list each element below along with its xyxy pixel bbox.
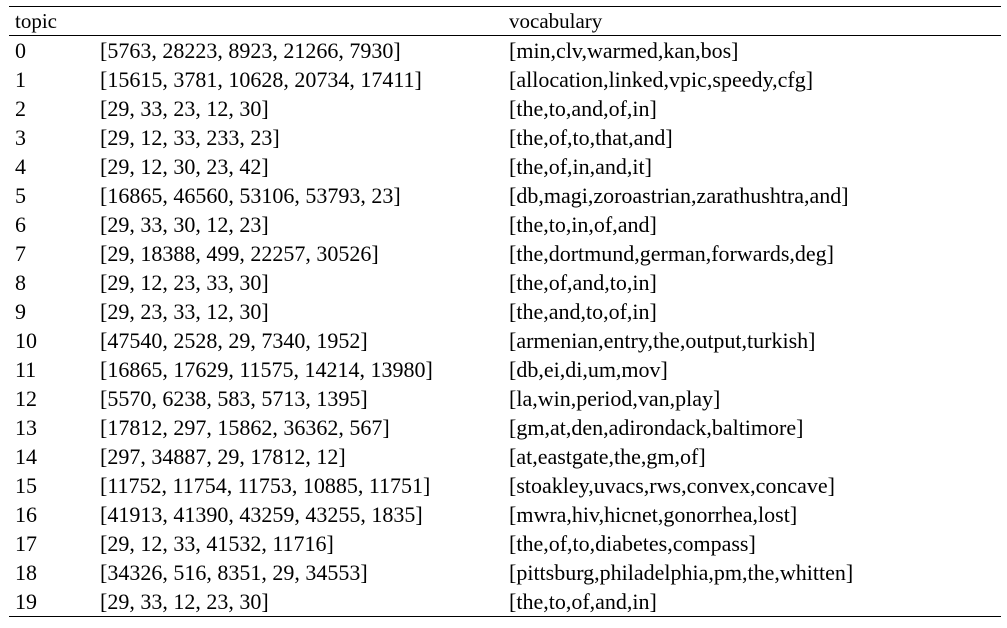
cell-vocabulary: [min,clv,warmed,kan,bos] — [509, 37, 739, 63]
cell-vocabulary: [at,eastgate,the,gm,of] — [509, 443, 706, 469]
cell-ids: [34326, 516, 8351, 29, 34553] — [100, 559, 368, 585]
cell-topic: 2 — [15, 95, 26, 121]
cell-topic: 17 — [15, 530, 37, 556]
cell-vocabulary: [the,of,and,to,in] — [509, 269, 657, 295]
cell-vocabulary: [the,dortmund,german,forwards,deg] — [509, 240, 835, 266]
cell-topic: 11 — [15, 356, 37, 382]
cell-vocabulary: [the,to,in,of,and] — [509, 211, 657, 237]
cell-vocabulary: [armenian,entry,the,output,turkish] — [509, 327, 816, 353]
cell-topic: 1 — [15, 66, 26, 92]
cell-topic: 4 — [15, 153, 26, 179]
table-row: 2 [29, 33, 23, 12, 30] [the,to,and,of,in] — [9, 94, 1001, 123]
cell-ids: [16865, 46560, 53106, 53793, 23] — [100, 182, 401, 208]
cell-topic: 19 — [15, 588, 37, 614]
table-row: 14 [297, 34887, 29, 17812, 12] [at,eastgat… — [9, 442, 1001, 471]
cell-ids: [5570, 6238, 583, 5713, 1395] — [100, 385, 368, 411]
cell-ids: [29, 23, 33, 12, 30] — [100, 298, 269, 324]
cell-ids: [29, 12, 23, 33, 30] — [100, 269, 269, 295]
cell-vocabulary: [the,of,in,and,it] — [509, 153, 652, 179]
cell-topic: 14 — [15, 443, 37, 469]
cell-vocabulary: [the,of,to,that,and] — [509, 124, 673, 150]
table-row: 15 [11752, 11754, 11753, 10885, 11751] [st… — [9, 471, 1001, 500]
cell-ids: [15615, 3781, 10628, 20734, 17411] — [100, 66, 422, 92]
cell-vocabulary: [stoakley,uvacs,rws,convex,concave] — [509, 472, 835, 498]
cell-vocabulary: [pittsburg,philadelphia,pm,the,whitten] — [509, 559, 854, 585]
cell-topic: 6 — [15, 211, 26, 237]
table-row: 10 [47540, 2528, 29, 7340, 1952] [armenian… — [9, 326, 1001, 355]
header-ids — [94, 7, 503, 36]
cell-ids: [29, 12, 33, 233, 23] — [100, 124, 280, 150]
table-row: 7 [29, 18388, 499, 22257, 30526] [the,dort… — [9, 239, 1001, 268]
cell-ids: [41913, 41390, 43259, 43255, 1835] — [100, 501, 423, 527]
cell-topic: 15 — [15, 472, 37, 498]
cell-topic: 3 — [15, 124, 26, 150]
cell-ids: [29, 33, 23, 12, 30] — [100, 95, 269, 121]
table-row: 13 [17812, 297, 15862, 36362, 567] [gm,at,… — [9, 413, 1001, 442]
cell-topic: 7 — [15, 240, 26, 266]
cell-topic: 0 — [15, 37, 26, 63]
table-row: 8 [29, 12, 23, 33, 30] [the,of,and,to,in] — [9, 268, 1001, 297]
table-row: 19 [29, 33, 12, 23, 30] [the,to,of,and,in] — [9, 587, 1001, 617]
table-header: topic vocabulary — [9, 6, 1001, 36]
cell-ids: [17812, 297, 15862, 36362, 567] — [100, 414, 390, 440]
cell-vocabulary: [mwra,hiv,hicnet,gonorrhea,lost] — [509, 501, 798, 527]
cell-vocabulary: [allocation,linked,vpic,speedy,cfg] — [509, 66, 814, 92]
cell-ids: [29, 33, 30, 12, 23] — [100, 211, 269, 237]
cell-vocabulary: [the,to,of,and,in] — [509, 588, 657, 614]
table-row: 4 [29, 12, 30, 23, 42] [the,of,in,and,it] — [9, 152, 1001, 181]
cell-ids: [16865, 17629, 11575, 14214, 13980] — [100, 356, 433, 382]
header-topic: topic — [15, 8, 57, 33]
table-row: 18 [34326, 516, 8351, 29, 34553] [pittsbur… — [9, 558, 1001, 587]
table-row: 11 [16865, 17629, 11575, 14214, 13980] [db… — [9, 355, 1001, 384]
cell-topic: 8 — [15, 269, 26, 295]
table-row: 3 [29, 12, 33, 233, 23] [the,of,to,that,an… — [9, 123, 1001, 152]
cell-vocabulary: [la,win,period,van,play] — [509, 385, 721, 411]
cell-ids: [29, 33, 12, 23, 30] — [100, 588, 269, 614]
table-row: 5 [16865, 46560, 53106, 53793, 23] [db,mag… — [9, 181, 1001, 210]
header-row: topic vocabulary — [9, 6, 1001, 36]
cell-topic: 13 — [15, 414, 37, 440]
table-row: 16 [41913, 41390, 43259, 43255, 1835] [mwr… — [9, 500, 1001, 529]
cell-vocabulary: [db,magi,zoroastrian,zarathushtra,and] — [509, 182, 849, 208]
topic-vocabulary-table-container: topic vocabulary 0 [5763, 28223, 8923, 21… — [9, 6, 1001, 617]
cell-topic: 9 — [15, 298, 26, 324]
cell-vocabulary: [the,to,and,of,in] — [509, 95, 657, 121]
table-row: 9 [29, 23, 33, 12, 30] [the,and,to,of,in] — [9, 297, 1001, 326]
cell-topic: 10 — [15, 327, 37, 353]
cell-ids: [297, 34887, 29, 17812, 12] — [100, 443, 346, 469]
cell-topic: 16 — [15, 501, 37, 527]
table-row: 0 [5763, 28223, 8923, 21266, 7930] [min,cl… — [9, 36, 1001, 66]
cell-topic: 5 — [15, 182, 26, 208]
cell-ids: [29, 18388, 499, 22257, 30526] — [100, 240, 379, 266]
cell-vocabulary: [gm,at,den,adirondack,baltimore] — [509, 414, 804, 440]
table-row: 17 [29, 12, 33, 41532, 11716] [the,of,to,d… — [9, 529, 1001, 558]
cell-ids: [29, 12, 30, 23, 42] — [100, 153, 269, 179]
table-body: 0 [5763, 28223, 8923, 21266, 7930] [min,cl… — [9, 36, 1001, 617]
cell-ids: [5763, 28223, 8923, 21266, 7930] — [100, 37, 401, 63]
topic-vocabulary-table: topic vocabulary 0 [5763, 28223, 8923, 21… — [9, 6, 1001, 617]
cell-vocabulary: [db,ei,di,um,mov] — [509, 356, 668, 382]
table-row: 12 [5570, 6238, 583, 5713, 1395] [la,win,p… — [9, 384, 1001, 413]
cell-ids: [11752, 11754, 11753, 10885, 11751] — [100, 472, 431, 498]
cell-ids: [29, 12, 33, 41532, 11716] — [100, 530, 334, 556]
cell-topic: 12 — [15, 385, 37, 411]
cell-ids: [47540, 2528, 29, 7340, 1952] — [100, 327, 368, 353]
table-row: 1 [15615, 3781, 10628, 20734, 17411] [allo… — [9, 65, 1001, 94]
header-vocabulary: vocabulary — [509, 8, 603, 33]
table-row: 6 [29, 33, 30, 12, 23] [the,to,in,of,and] — [9, 210, 1001, 239]
cell-vocabulary: [the,of,to,diabetes,compass] — [509, 530, 756, 556]
cell-vocabulary: [the,and,to,of,in] — [509, 298, 657, 324]
cell-topic: 18 — [15, 559, 37, 585]
